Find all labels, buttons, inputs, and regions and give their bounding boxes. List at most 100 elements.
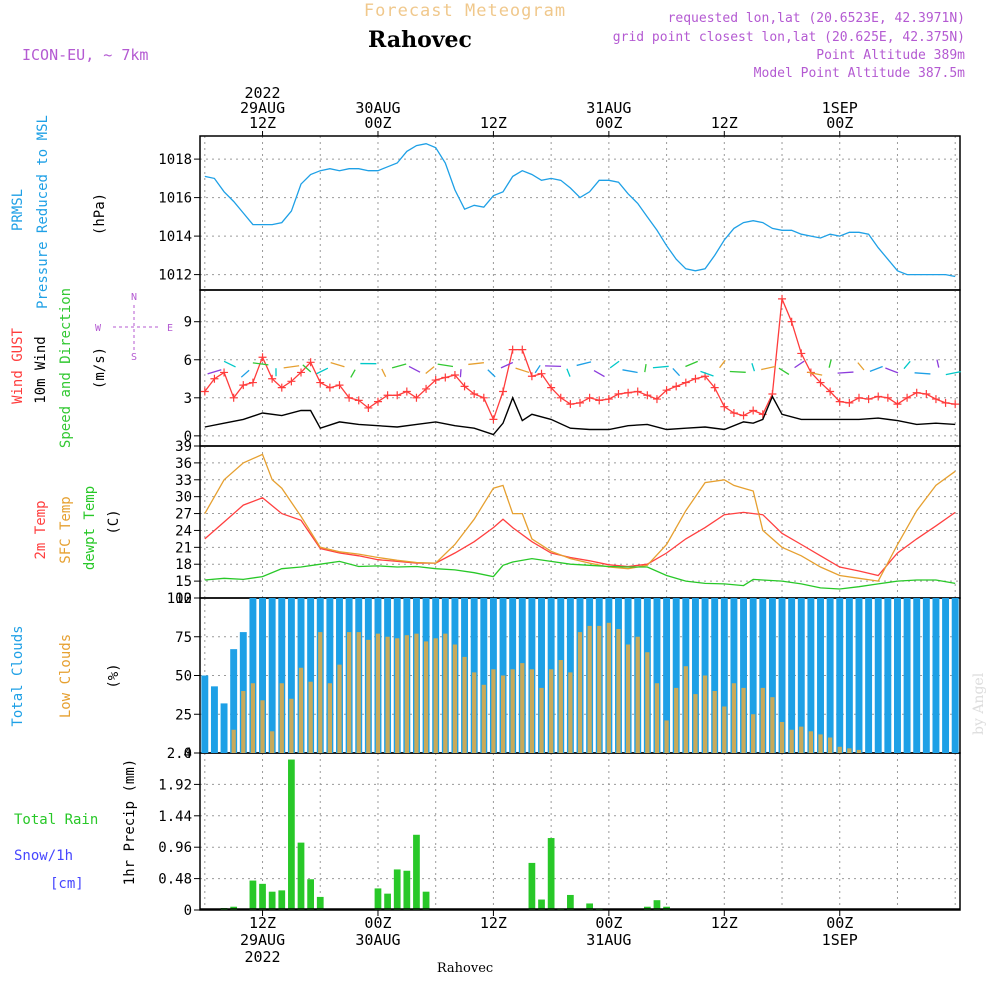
low-cloud-bar <box>683 666 688 753</box>
wind-direction-arrow <box>885 367 899 374</box>
y-tick-label: 2.4 <box>167 746 192 762</box>
rain-bar <box>278 890 286 910</box>
gust-marker <box>835 397 844 406</box>
total-cloud-bar <box>807 598 815 753</box>
gust-marker <box>479 393 488 402</box>
low-cloud-bar <box>549 669 554 753</box>
wind-direction-arrow <box>700 370 714 377</box>
low-cloud-bar <box>491 669 496 753</box>
plot-area: 1012101410161018036912151821242730333639… <box>158 84 961 966</box>
cloud-label-low: Low Clouds <box>58 634 74 718</box>
gust-marker <box>200 387 209 396</box>
rain-bar <box>374 888 382 910</box>
total-cloud-bar <box>903 598 911 753</box>
gust-marker <box>402 387 411 396</box>
y-tick-label: 100 <box>167 591 192 607</box>
total-cloud-bar <box>480 598 488 753</box>
low-cloud-bar <box>702 675 708 753</box>
gust-marker <box>470 390 479 398</box>
gust-marker <box>393 391 402 400</box>
time-label-top: 12Z <box>711 114 738 132</box>
total-cloud-bar <box>749 598 757 753</box>
gust-marker <box>912 388 921 397</box>
gust-marker <box>287 377 296 386</box>
rain-bar <box>316 896 324 910</box>
rain-bar <box>422 891 430 910</box>
total-cloud-bar <box>855 598 863 753</box>
wind-direction-arrow <box>576 361 592 367</box>
total-cloud-bar <box>287 598 295 753</box>
rain-bar <box>547 838 555 910</box>
y-tick-label: 15 <box>175 574 192 590</box>
gust-marker <box>383 391 392 400</box>
gust-marker <box>354 396 363 405</box>
low-cloud-bar <box>443 633 448 753</box>
compass-s: S <box>131 352 137 363</box>
gust-marker <box>576 398 584 407</box>
total-cloud-bar <box>259 598 266 753</box>
model-altitude: Model Point Altitude 387.5m <box>754 66 965 81</box>
gust-marker <box>364 403 373 412</box>
wind-direction-arrow <box>302 364 312 373</box>
wind-direction-arrow <box>459 369 462 378</box>
low-cloud-bar <box>500 675 506 753</box>
wind-direction-arrow <box>807 371 823 376</box>
total-cloud-bar <box>268 598 276 753</box>
y-tick-label: 25 <box>175 707 192 723</box>
gust-marker <box>585 393 594 402</box>
panel-wind: 0 3 6 9 <box>184 289 961 447</box>
low-cloud-bar <box>606 622 611 753</box>
low-cloud-bar <box>414 633 419 753</box>
gust-marker <box>854 393 863 402</box>
gust-marker <box>450 370 459 379</box>
wind-direction-arrow <box>566 368 571 377</box>
gust-marker <box>893 400 902 409</box>
model-label: ICON-EU, ~ 7km <box>22 46 148 64</box>
time-label-bottom: 2022 <box>244 948 280 966</box>
gust-marker <box>672 382 681 391</box>
location-title: Rahovec <box>368 27 472 53</box>
gust-marker <box>874 392 883 401</box>
compass-e: E <box>167 323 173 334</box>
low-cloud-bar <box>520 663 525 753</box>
wind-direction-arrow <box>751 363 756 372</box>
y-tick-label: 1018 <box>158 152 192 168</box>
gust-marker <box>633 387 642 396</box>
rain-bar <box>307 879 314 910</box>
total-cloud-bar <box>922 598 930 753</box>
low-cloud-bar <box>539 687 544 753</box>
low-cloud-bar <box>645 652 650 753</box>
wind-direction-arrow <box>685 360 698 368</box>
gust-marker <box>248 378 257 387</box>
time-label-top: 1SEP <box>822 99 858 117</box>
y-tick-label: 75 <box>175 630 192 646</box>
gust-marker <box>210 374 219 383</box>
gust-marker <box>489 415 498 424</box>
rain-bar <box>297 842 305 910</box>
total-cloud-bar <box>720 598 728 753</box>
y-tick-label: 50 <box>175 669 192 685</box>
total-cloud-bar <box>874 598 882 753</box>
y-tick-label: 39 <box>175 439 192 455</box>
time-label-bottom: 1SEP <box>822 931 858 949</box>
gridpoint-coords: grid point closest lon,lat (20.625E, 42.… <box>613 30 965 45</box>
time-label-bottom: 29AUG <box>240 931 285 949</box>
time-label-top: 12Z <box>249 114 276 132</box>
rain-bar <box>384 893 391 910</box>
time-label-bottom: 31AUG <box>586 931 631 949</box>
low-cloud-bar <box>587 625 592 753</box>
time-label-bottom: 00Z <box>364 914 391 932</box>
total-cloud-bar <box>653 598 661 753</box>
low-cloud-bar <box>270 731 275 753</box>
precip-legend-snow: Snow/1h <box>14 848 73 864</box>
wind-direction-arrow <box>252 362 269 366</box>
total-cloud-bar <box>884 598 892 753</box>
low-cloud-bar <box>529 669 535 753</box>
gust-marker <box>499 387 508 396</box>
low-cloud-bar <box>395 638 400 753</box>
total-cloud-bar <box>307 598 315 753</box>
y-tick-label: 1014 <box>158 229 192 245</box>
wind-direction-arrow <box>672 368 681 377</box>
wind-speed-line <box>204 394 956 436</box>
